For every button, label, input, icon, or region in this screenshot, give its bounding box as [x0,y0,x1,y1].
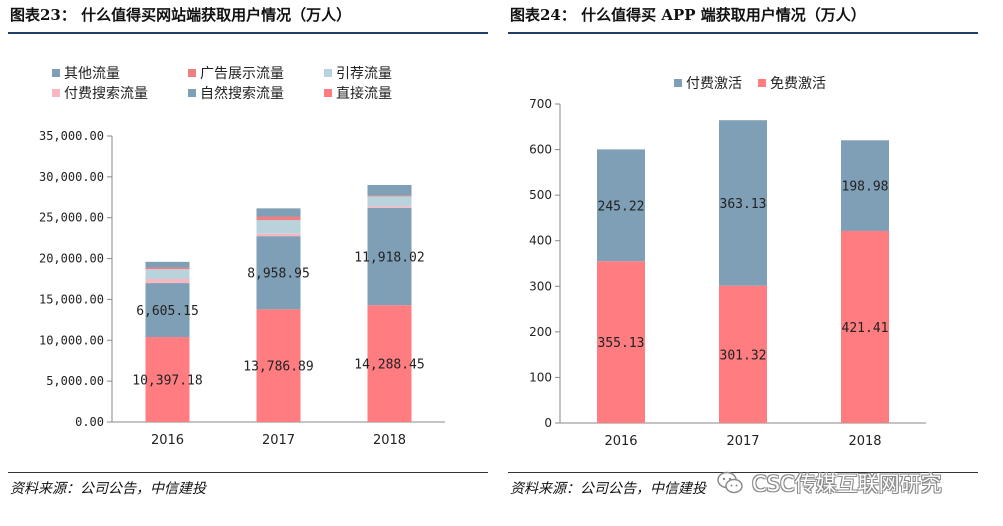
left-bar-2016-series-4 [145,267,190,270]
left-legend-label: 其他流量 [64,66,120,82]
right-y-tick-label: 600 [529,143,552,157]
left-bar-2017-series-4 [256,216,301,221]
left-data-label: 11,918.02 [354,251,424,266]
left-legend-swatch [52,89,60,97]
left-title-rule [8,32,488,34]
left-bar-2018-series-5 [367,184,412,196]
right-y-tick-label: 300 [529,279,552,293]
left-bar-2017-series-3 [256,220,301,234]
left-data-label: 14,288.45 [354,358,424,373]
left-bar-2018-series-4 [367,195,412,197]
left-x-tick-label: 2018 [373,433,406,448]
right-bar-2017-series-1 [719,120,767,286]
left-bar-2018-series-2 [367,206,412,208]
right-y-tick-label: 200 [529,325,552,339]
left-footer-rule [8,472,488,473]
right-y-tick-label: 500 [529,188,552,202]
left-bar-2016-series-1 [145,283,190,338]
left-legend-label: 付费搜索流量 [64,85,148,102]
left-bar-2017-series-1 [256,236,301,310]
right-footer-rule [508,472,978,473]
right-data-label: 198.98 [842,180,889,195]
right-bar-2018-series-1 [841,140,889,231]
left-y-tick-label: 0.00 [75,415,104,429]
right-legend-label: 免费激活 [770,75,826,92]
right-data-label: 355.13 [598,336,645,351]
left-legend-label: 直接流量 [336,85,392,102]
right-y-tick-label: 0 [544,416,552,430]
right-source-note: 资料来源：公司公告，中信建投 [510,481,706,497]
left-legend-swatch [324,69,332,77]
watermark-text: CSC传媒互联网研究 [752,472,942,496]
left-source-note: 资料来源：公司公告，中信建投 [10,481,206,497]
left-bar-2016-series-2 [145,278,190,284]
left-y-tick-label: 5,000.00 [46,374,104,388]
right-legend-label: 付费激活 [686,75,742,92]
watermark: CSC传媒互联网研究 [716,466,986,500]
left-bar-2016-series-0 [145,337,190,422]
right-legend-swatch [758,79,766,87]
left-bar-2017-series-5 [256,208,301,217]
left-legend-swatch [188,89,196,97]
left-y-tick-label: 25,000.00 [39,211,104,225]
right-y-tick-label: 700 [529,97,552,111]
left-legend-label: 引荐流量 [336,66,392,82]
right-data-label: 301.32 [720,348,767,363]
wechat-icon [717,471,743,494]
right-bar-2016-series-1 [597,149,645,262]
left-bar-2017-series-0 [256,309,301,422]
left-legend-swatch [188,69,196,77]
left-legend-label: 广告展示流量 [200,66,284,82]
right-title-rule [508,32,978,34]
right-data-label: 363.13 [720,197,767,212]
left-y-tick-label: 35,000.00 [39,129,104,143]
left-data-label: 8,958.95 [247,267,310,282]
right-chart: 0 100 200 300 400 500 600 700 355.13 245.22 2016 30… [529,75,926,449]
right-bar-2016-series-0 [597,261,645,423]
left-legend-swatch [52,69,60,77]
left-bar-2016-series-5 [145,261,190,268]
right-x-tick-label: 2016 [604,434,637,449]
left-data-label: 10,397.18 [132,374,202,389]
left-y-tick-label: 10,000.00 [39,333,104,347]
left-chart: 0.00 5,000.00 10,000.00 15,000.00 20,000.00 2… [39,66,445,448]
left-bar-2018-series-0 [367,305,412,422]
left-bar-2018-series-3 [367,196,412,207]
left-y-tick-label: 30,000.00 [39,170,104,184]
left-data-label: 6,605.15 [136,304,199,319]
left-data-label: 13,786.89 [243,360,313,375]
left-bar-2018-series-1 [367,207,412,306]
left-y-tick-label: 15,000.00 [39,292,104,306]
right-x-tick-label: 2017 [726,434,759,449]
right-y-tick-label: 400 [529,234,552,248]
left-bar-2016-series-3 [145,269,190,279]
right-data-label: 245.22 [598,199,645,214]
right-bar-2018-series-0 [841,230,889,423]
left-legend-swatch [324,89,332,97]
right-legend-swatch [674,79,682,87]
left-y-tick-label: 20,000.00 [39,252,104,266]
left-chart-title: 图表23： 什么值得买网站端获取用户情况（万人） [10,6,352,24]
right-y-tick-label: 100 [529,370,552,384]
left-x-tick-label: 2017 [262,433,295,448]
right-x-tick-label: 2018 [848,434,881,449]
right-data-label: 421.41 [842,321,889,336]
left-x-tick-label: 2016 [151,433,184,448]
right-bar-2017-series-0 [719,285,767,423]
left-bar-2017-series-2 [256,233,301,237]
right-chart-title: 图表24： 什么值得买 APP 端获取用户情况（万人） [510,6,866,24]
left-legend-label: 自然搜索流量 [200,85,284,102]
